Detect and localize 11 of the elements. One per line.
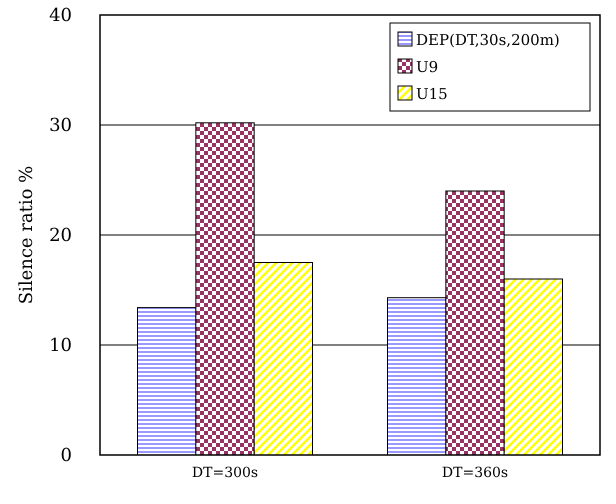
x-tick-label: DT=300s bbox=[192, 464, 258, 481]
y-tick-label: 10 bbox=[49, 334, 72, 356]
x-tick-label: DT=360s bbox=[442, 464, 508, 481]
legend-label: U9 bbox=[416, 58, 438, 76]
legend-label: DEP(DT,30s,200m) bbox=[416, 31, 560, 49]
legend-label: U15 bbox=[416, 85, 448, 103]
y-axis-title: Silence ratio % bbox=[16, 166, 37, 304]
y-tick-label: 0 bbox=[60, 444, 72, 466]
y-tick-label: 20 bbox=[49, 224, 72, 246]
y-tick-label: 30 bbox=[49, 114, 72, 136]
y-tick-label: 40 bbox=[49, 4, 72, 26]
